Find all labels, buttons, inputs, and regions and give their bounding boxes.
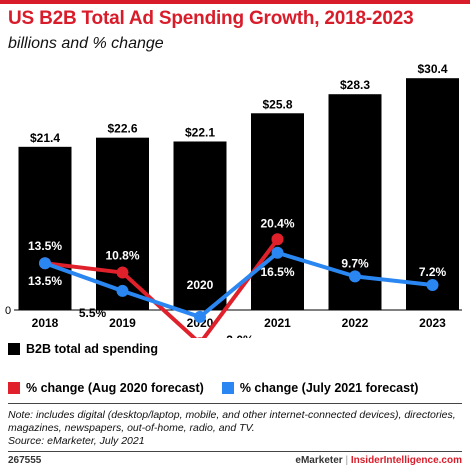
point-july2021-2019 <box>116 284 129 297</box>
bar-2018 <box>18 146 72 310</box>
site-name: InsiderIntelligence.com <box>350 455 462 466</box>
bar-label-2020: $22.1 <box>185 125 215 139</box>
x-tick-2021: 2021 <box>264 316 291 330</box>
point-label-july2021-2019: 5.5% <box>79 306 107 320</box>
point-label-july2021-2020: -2.0% <box>222 333 254 338</box>
point-aug2020-2021 <box>271 233 284 246</box>
bar-label-2022: $28.3 <box>340 78 370 92</box>
bar-2019 <box>96 137 149 310</box>
x-tick-2022: 2022 <box>342 316 369 330</box>
point-label-july2021-2018: 13.5% <box>28 274 62 288</box>
bar-label-2021: $25.8 <box>262 97 292 111</box>
bar-label-2019: $22.6 <box>107 122 137 136</box>
x-tick-2018: 2018 <box>32 316 59 330</box>
legend-label-july2021: % change (July 2021 forecast) <box>239 381 419 395</box>
point-label-july2021-2022: 9.7% <box>341 256 369 270</box>
chart-id: 267555 <box>8 455 42 466</box>
legend-item-aug2020: % change (Aug 2020 forecast) <box>8 381 204 395</box>
legend-bar-series: B2B total ad spending <box>8 342 158 356</box>
brand-separator: | <box>345 455 349 466</box>
chart-title: US B2B Total Ad Spending Growth, 2018-20… <box>8 8 414 29</box>
point-label-aug2020-2019: 10.8% <box>105 249 139 263</box>
point-label-july2021-2021: 16.5% <box>260 265 294 279</box>
point-label-aug2020-2021: 20.4% <box>260 216 294 230</box>
legend-swatch-aug2020 <box>8 382 20 394</box>
x-tick-2023: 2023 <box>419 316 446 330</box>
legend-label-aug2020: % change (Aug 2020 forecast) <box>26 381 204 395</box>
point-july2021-2018 <box>39 257 51 270</box>
point-july2021-2022 <box>349 270 361 283</box>
bar-2023 <box>406 78 459 310</box>
bar-label-2018: $21.4 <box>30 131 60 145</box>
bar-2021 <box>251 113 304 311</box>
point-aug2020-2019 <box>116 266 129 279</box>
x-tick-2020: 2020 <box>187 316 214 330</box>
legend-item-july2021: % change (July 2021 forecast) <box>221 381 419 395</box>
bar-2020 <box>173 141 227 310</box>
note-text: Note: includes digital (desktop/laptop, … <box>8 409 456 434</box>
footer-brand: eMarketer | InsiderIntelligence.com <box>295 455 462 466</box>
footer-divider <box>8 451 462 452</box>
point-july2021-2023 <box>426 279 439 292</box>
legend-label-bars: B2B total ad spending <box>26 342 158 356</box>
brand-name: eMarketer <box>295 455 343 466</box>
x-tick-2019: 2019 <box>109 316 136 330</box>
line-series-july2021 <box>43 250 435 319</box>
bar-inline-label-2020: 2020 <box>187 278 214 292</box>
line-series-aug2020 <box>43 237 280 338</box>
legend-swatch-bars <box>8 343 20 355</box>
source-text: Source: eMarketer, July 2021 <box>8 435 145 447</box>
chart-subtitle: billions and % change <box>8 35 164 52</box>
point-label-july2021-2023: 7.2% <box>419 265 447 279</box>
point-label-aug2020-2018: 13.5% <box>28 239 62 253</box>
point-july2021-2020 <box>194 310 206 323</box>
legend-swatch-july2021 <box>221 382 234 394</box>
chart-canvas: $21.4 $22.6 $22.1 $25.8 $28.3 $30.4 0 2018 2019 2… <box>5 62 462 338</box>
legend-line-series: % change (Aug 2020 forecast) % change (J… <box>8 381 436 395</box>
point-july2021-2021 <box>271 246 284 259</box>
point-aug2020-2020 <box>197 337 203 338</box>
top-accent-rule <box>0 0 470 4</box>
note-divider <box>8 403 462 404</box>
zero-axis-label: 0 <box>5 305 11 317</box>
bar-label-2023: $30.4 <box>417 62 447 76</box>
chart-note: Note: includes digital (desktop/laptop, … <box>8 409 462 448</box>
